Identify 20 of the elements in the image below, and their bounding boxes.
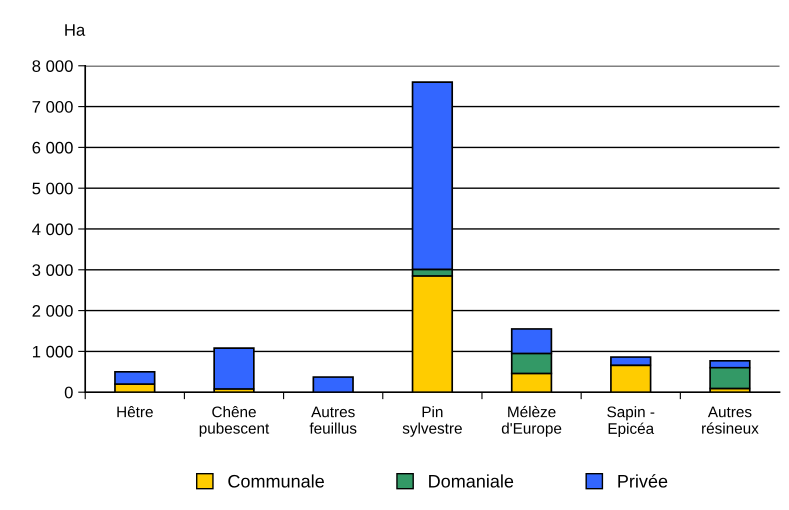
y-tick-label: 4 000 — [32, 223, 73, 236]
y-tick-label: 3 000 — [32, 264, 73, 276]
y-tick-label: 8 000 — [32, 60, 73, 72]
y-tick-label: 2 000 — [32, 304, 73, 317]
x-tick-label: Mélèze d'Europe — [502, 406, 562, 437]
legend-label: Privée — [618, 474, 668, 488]
x-tick-label: Autres feuillus — [310, 406, 356, 434]
y-tick-label: 0 — [64, 386, 73, 398]
x-tick-label: Chêne pubescent — [200, 406, 270, 437]
y-tick-label: 5 000 — [32, 182, 73, 194]
x-tick-label: Autres résineux — [702, 406, 759, 434]
y-axis-title: Ha — [65, 24, 86, 36]
x-tick-label: Sapin - Epicéa — [607, 406, 654, 437]
y-tick-label: 7 000 — [32, 100, 73, 113]
x-tick-label: Hêtre — [117, 406, 153, 418]
y-tick-label: 1 000 — [32, 346, 73, 358]
legend-label: Domaniale — [429, 474, 514, 488]
legend-label: Communale — [228, 474, 324, 488]
x-tick-label: Pin sylvestre — [402, 406, 462, 437]
y-tick-label: 6 000 — [32, 142, 73, 154]
